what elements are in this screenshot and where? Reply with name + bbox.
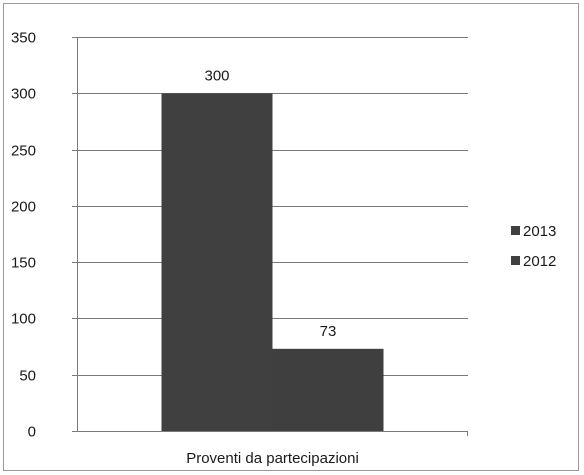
legend: 2013 2012: [511, 223, 556, 270]
bar-chart: 0 50 100 150 200 250 300 350 Proventi da parteci…: [11, 30, 556, 468]
data-label-2013: 300: [204, 67, 229, 84]
legend-label-2013: 2013: [523, 223, 556, 240]
legend-swatch-2013: [511, 226, 520, 235]
x-category-label: Proventi da partecipazioni: [186, 450, 359, 467]
y-tick-label-300: 300: [11, 86, 36, 103]
bar-2013: [161, 93, 273, 432]
chart-frame: 0 50 100 150 200 250 300 350 Proventi da parteci…: [3, 3, 579, 471]
axes: 0 50 100 150 200 250 300 350 Proventi da parteci…: [11, 30, 468, 467]
legend-label-2012: 2012: [523, 253, 556, 270]
legend-swatch-2012: [511, 256, 520, 265]
y-tick-label-50: 50: [19, 368, 36, 385]
data-label-2012: 73: [320, 323, 337, 340]
y-tick-label-0: 0: [28, 424, 36, 441]
y-tick-label-200: 200: [11, 199, 36, 216]
data-labels: 300 73: [204, 67, 336, 340]
y-tick-label-150: 150: [11, 255, 36, 272]
bar-2012: [272, 348, 384, 431]
y-tick-label-250: 250: [11, 143, 36, 160]
y-tick-label-350: 350: [11, 30, 36, 47]
bars: [161, 93, 384, 432]
y-tick-label-100: 100: [11, 311, 36, 328]
